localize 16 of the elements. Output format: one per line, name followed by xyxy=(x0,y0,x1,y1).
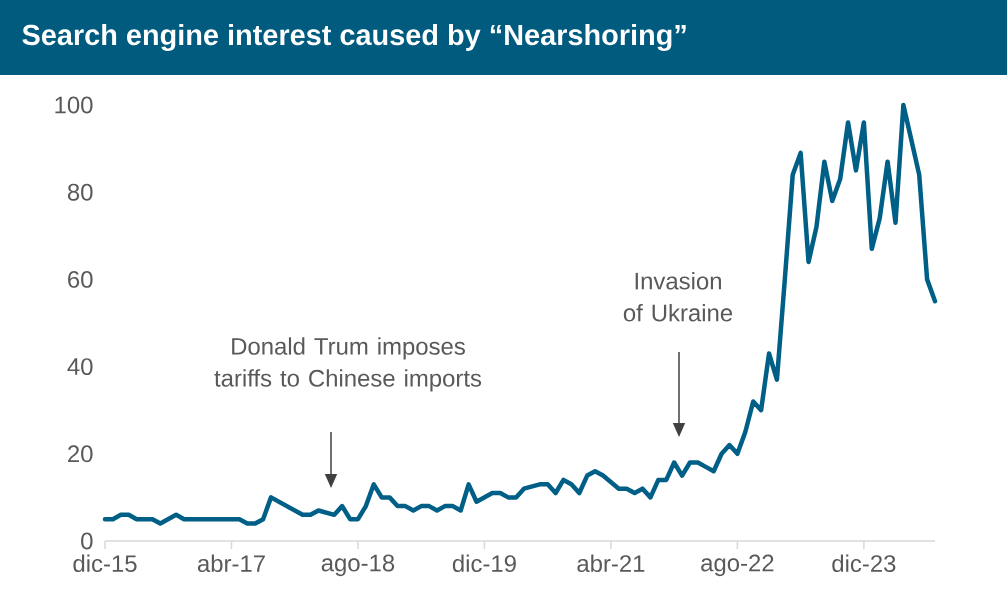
y-tick-label: 40 xyxy=(67,358,93,376)
y-tick-label: 100 xyxy=(55,96,93,114)
y-tick-label: 20 xyxy=(68,445,93,463)
chart-title: Search engine interest caused by “Nearshoring” xyxy=(22,23,686,52)
x-tick-label: dic-23 xyxy=(832,554,896,573)
y-tick-label: 80 xyxy=(67,183,93,201)
x-tick-label: ago-22 xyxy=(701,554,774,577)
y-tick-label: 0 xyxy=(81,532,93,550)
x-tick-label: abr-17 xyxy=(197,554,265,573)
y-tick-label: 60 xyxy=(68,270,93,288)
annotation: Invasion of Ukraine xyxy=(623,272,733,322)
x-tick-label: abr-21 xyxy=(577,554,645,573)
x-tick-label: dic-15 xyxy=(73,554,137,573)
x-tick-label: ago-18 xyxy=(321,554,395,577)
annotation: Donald Trum imposes tariffs to Chinese imports xyxy=(214,337,482,392)
x-tick-label: dic-19 xyxy=(452,554,516,573)
